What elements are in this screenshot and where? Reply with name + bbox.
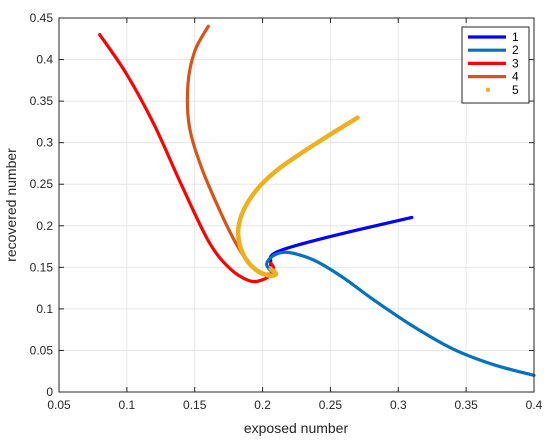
y-axis-label: recovered number xyxy=(3,148,19,262)
y-tick-label: 0.1 xyxy=(36,302,53,316)
ticks xyxy=(58,17,535,393)
legend-label-5: 5 xyxy=(512,83,519,97)
series-1-line xyxy=(268,215,414,267)
x-tick-label: 0.4 xyxy=(526,398,543,412)
y-tick-label: 0.35 xyxy=(30,94,54,108)
y-tick-label: 0.4 xyxy=(36,53,53,67)
legend-label-1: 1 xyxy=(512,30,519,44)
series-layer xyxy=(98,24,536,377)
x-tick-label: 0.05 xyxy=(47,398,71,412)
legend-label-3: 3 xyxy=(512,56,519,70)
x-tick-label: 0.15 xyxy=(183,398,207,412)
tick-labels: 0.05 0.1 0.15 0.2 0.25 0.3 0.35 0.400.050.10.15… xyxy=(30,11,543,412)
x-axis-label: exposed number xyxy=(244,420,349,436)
plot-frame xyxy=(58,17,535,393)
series-2-line xyxy=(265,250,536,377)
y-tick-label: 0.05 xyxy=(30,343,54,357)
legend-swatch-5 xyxy=(485,87,491,93)
plot-area xyxy=(59,18,534,392)
y-tick-label: 0.2 xyxy=(36,219,53,233)
y-tick-label: 0.45 xyxy=(30,11,54,25)
y-tick-label: 0.15 xyxy=(30,260,54,274)
x-tick-label: 0.35 xyxy=(454,398,478,412)
series-5-line xyxy=(235,115,360,279)
x-tick-label: 0.3 xyxy=(390,398,407,412)
x-tick-label: 0.1 xyxy=(119,398,136,412)
y-tick-label: 0 xyxy=(46,385,53,399)
y-tick-label: 0.25 xyxy=(30,177,54,191)
x-tick-label: 0.25 xyxy=(319,398,343,412)
x-tick-label: 0.2 xyxy=(254,398,271,412)
legend-label-4: 4 xyxy=(512,70,519,84)
y-tick-label: 0.3 xyxy=(36,136,53,150)
legend-label-2: 2 xyxy=(512,43,519,57)
